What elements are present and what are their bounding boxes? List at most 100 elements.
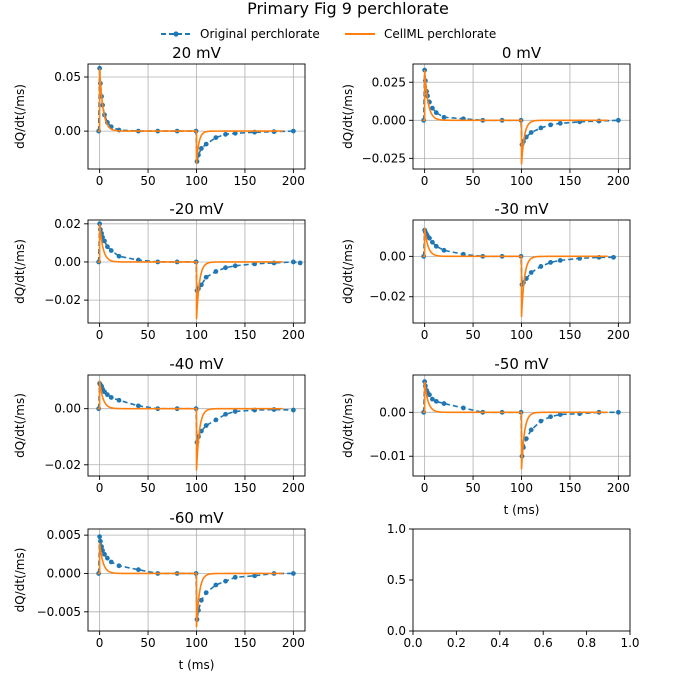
series-original-point — [427, 235, 432, 241]
series-original-point — [252, 573, 258, 579]
series-original-point — [441, 401, 447, 406]
series-original-point — [232, 130, 238, 136]
y-tick-label: −0.02 — [44, 293, 81, 307]
series-original-point — [213, 582, 219, 588]
series-original-point — [198, 146, 204, 151]
series-original-point — [538, 125, 544, 131]
y-tick-label: −0.005 — [37, 605, 81, 619]
series-original-point — [460, 405, 466, 411]
series-original-point — [223, 265, 228, 271]
x-tick-label: 0.8 — [577, 636, 596, 650]
series-original-point — [538, 418, 544, 424]
series-original-point — [538, 264, 544, 269]
series-original-point — [116, 563, 122, 569]
series-original-point — [223, 578, 228, 584]
subplot-title: -60 mV — [169, 509, 224, 527]
x-tick-label: 50 — [465, 174, 480, 188]
x-tick-label: 150 — [233, 481, 256, 495]
series-cellml-line — [97, 542, 283, 628]
y-tick-label: 0.00 — [54, 402, 81, 416]
subplot-plot-area — [88, 220, 305, 323]
x-tick-label: 150 — [233, 174, 256, 188]
subplot-title: -40 mV — [169, 355, 224, 373]
legend-cellml-label: CellML perchlorate — [384, 27, 496, 41]
series-original-point — [290, 407, 296, 413]
series-original-point — [116, 253, 122, 259]
series-cellml-line — [422, 381, 608, 470]
x-tick-label: 200 — [607, 174, 630, 188]
series-cellml-line — [422, 227, 608, 317]
subplot-frame — [412, 528, 631, 632]
y-tick-label: 0.025 — [372, 75, 406, 89]
series-original-point — [108, 395, 114, 400]
series-original-point — [528, 427, 534, 433]
subplot-plot-area — [413, 220, 630, 323]
x-tick-label: 50 — [465, 328, 480, 342]
series-original-point — [98, 538, 103, 544]
subplot-title: 0 mV — [502, 44, 542, 62]
y-tick-label: 0.00 — [54, 255, 81, 269]
series-original-point — [557, 412, 563, 417]
subplot-6: 0 50 100 150 200 0.00 −0.01 -50 mV dQ/dt(/ms) t (… — [341, 355, 631, 517]
x-tick-label: 150 — [558, 481, 581, 495]
x-tick-label: 0 — [96, 328, 104, 342]
series-original-point — [290, 259, 296, 265]
series-original-point — [548, 414, 553, 420]
series-original-point — [429, 239, 435, 245]
subplot-title: -20 mV — [169, 200, 224, 218]
series-original-point — [108, 559, 114, 565]
x-tick-label: 0 — [96, 636, 104, 650]
series-original-point — [104, 555, 110, 561]
subplot-plot-area — [88, 529, 305, 631]
y-tick-label: 0.5 — [387, 573, 406, 587]
x-tick-label: 0 — [96, 481, 104, 495]
subplot-3: 0 50 100 150 200 0.02 0.00 −0.02 -20 mV dQ/dt(/ms… — [13, 200, 306, 342]
series-original-point — [615, 117, 621, 123]
series-original-point — [213, 417, 219, 423]
y-axis-label: dQ/dt(/ms) — [13, 239, 27, 304]
x-tick-label: 100 — [185, 481, 208, 495]
series-original-point — [232, 263, 238, 269]
x-tick-label: 50 — [465, 481, 480, 495]
series-original-point — [441, 114, 447, 120]
series-cellml-line — [422, 70, 608, 165]
figure-title: Primary Fig 9 perchlorate — [247, 0, 449, 18]
series-original-point — [198, 597, 204, 603]
series-original-point — [577, 255, 583, 261]
series-original-point — [429, 396, 435, 402]
series-original-point — [135, 567, 141, 573]
subplot-title: -50 mV — [494, 355, 549, 373]
series-cellml-line — [97, 68, 283, 164]
y-tick-label: 0.02 — [54, 217, 81, 231]
x-tick-label: 150 — [558, 174, 581, 188]
series-original-point — [441, 247, 447, 253]
series-original-point — [108, 248, 114, 253]
x-tick-label: 100 — [185, 328, 208, 342]
series-original-point — [290, 571, 296, 576]
series-original-point — [557, 120, 563, 126]
x-tick-label: 0.4 — [490, 636, 509, 650]
series-original-point — [528, 270, 534, 275]
series-original-point — [460, 251, 466, 257]
x-tick-label: 100 — [510, 174, 533, 188]
series-cellml-line — [97, 380, 283, 471]
x-tick-label: 200 — [282, 174, 305, 188]
x-axis-label: t (ms) — [179, 658, 215, 672]
series-original-point — [223, 411, 228, 417]
series-original-point — [203, 423, 209, 428]
series-original-point — [528, 130, 534, 135]
x-tick-label: 0.2 — [447, 636, 466, 650]
series-original-point — [290, 128, 296, 134]
series-original-point — [611, 254, 616, 260]
y-tick-label: 0.0 — [387, 624, 406, 638]
series-original-point — [557, 257, 563, 263]
x-tick-label: 200 — [282, 481, 305, 495]
series-original-point — [523, 436, 529, 442]
y-axis-label: dQ/dt(/ms) — [13, 393, 27, 458]
y-tick-label: 0.00 — [379, 405, 406, 419]
series-original-point — [427, 392, 432, 398]
series-original-point — [429, 105, 435, 111]
series-original-point — [433, 398, 439, 404]
x-tick-label: 100 — [510, 328, 533, 342]
legend: Original perchlorate CellML perchlorate — [161, 27, 496, 41]
